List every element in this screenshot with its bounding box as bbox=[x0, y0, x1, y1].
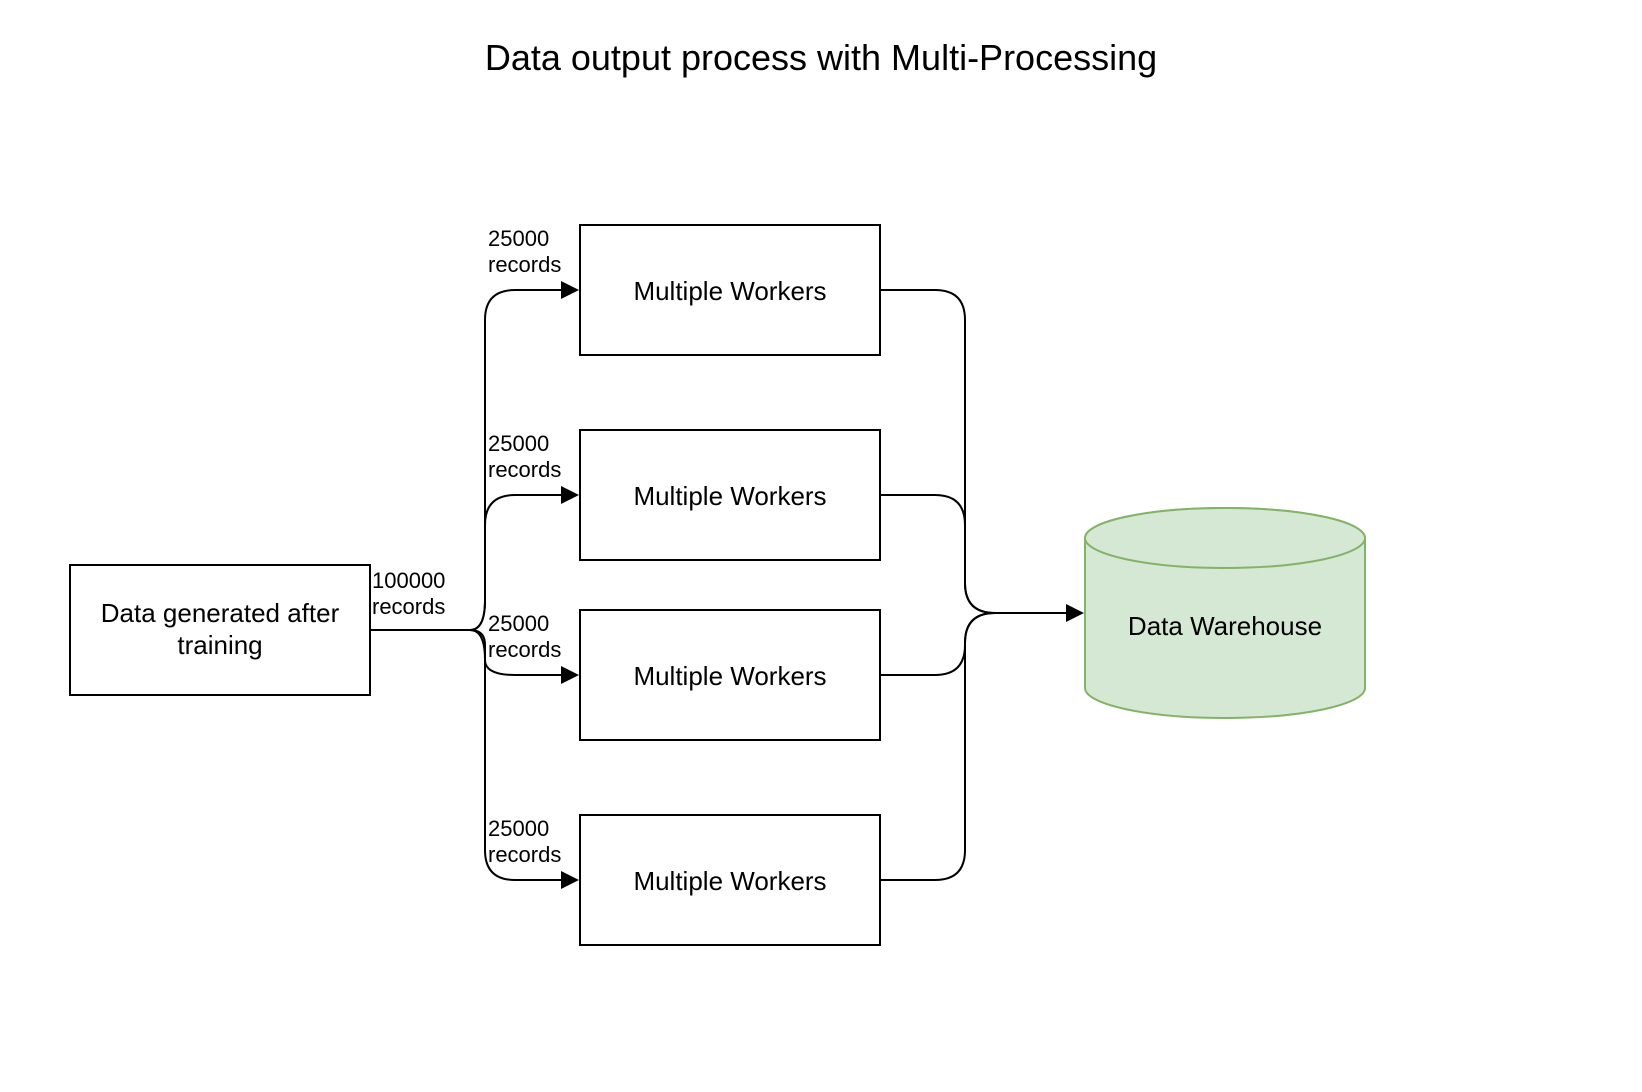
node-source: Data generated after training bbox=[70, 565, 370, 695]
node-source-label-2: training bbox=[177, 630, 262, 660]
edge-to-worker-4: 25000 records bbox=[470, 630, 576, 880]
edge-w1-label-2: records bbox=[488, 252, 561, 277]
edge-w2-label-1: 25000 bbox=[488, 431, 549, 456]
edge-main: 100000 records bbox=[370, 568, 470, 630]
node-worker-2: Multiple Workers bbox=[580, 430, 880, 560]
edge-main-label-2: records bbox=[372, 594, 445, 619]
node-worker-4: Multiple Workers bbox=[580, 815, 880, 945]
diagram-canvas: Data output process with Multi-Processin… bbox=[0, 0, 1642, 1092]
edge-from-worker-1 bbox=[880, 290, 995, 613]
edge-main-label-1: 100000 bbox=[372, 568, 445, 593]
diagram-title: Data output process with Multi-Processin… bbox=[485, 37, 1157, 78]
edge-w2-label-2: records bbox=[488, 457, 561, 482]
node-worker-2-label: Multiple Workers bbox=[633, 481, 826, 511]
node-worker-1-label: Multiple Workers bbox=[633, 276, 826, 306]
node-source-label-1: Data generated after bbox=[101, 598, 340, 628]
edge-w3-label-2: records bbox=[488, 637, 561, 662]
edge-w1-label-1: 25000 bbox=[488, 226, 549, 251]
node-worker-1: Multiple Workers bbox=[580, 225, 880, 355]
edge-from-worker-4 bbox=[880, 613, 995, 880]
edge-from-worker-2 bbox=[880, 495, 995, 613]
node-worker-3-label: Multiple Workers bbox=[633, 661, 826, 691]
edge-w4-label-2: records bbox=[488, 842, 561, 867]
node-worker-4-label: Multiple Workers bbox=[633, 866, 826, 896]
node-warehouse-label: Data Warehouse bbox=[1128, 611, 1322, 641]
edge-w3-label-1: 25000 bbox=[488, 611, 549, 636]
edge-from-worker-3 bbox=[880, 613, 995, 675]
node-warehouse: Data Warehouse bbox=[1085, 508, 1365, 718]
node-worker-3: Multiple Workers bbox=[580, 610, 880, 740]
edge-w4-label-1: 25000 bbox=[488, 816, 549, 841]
